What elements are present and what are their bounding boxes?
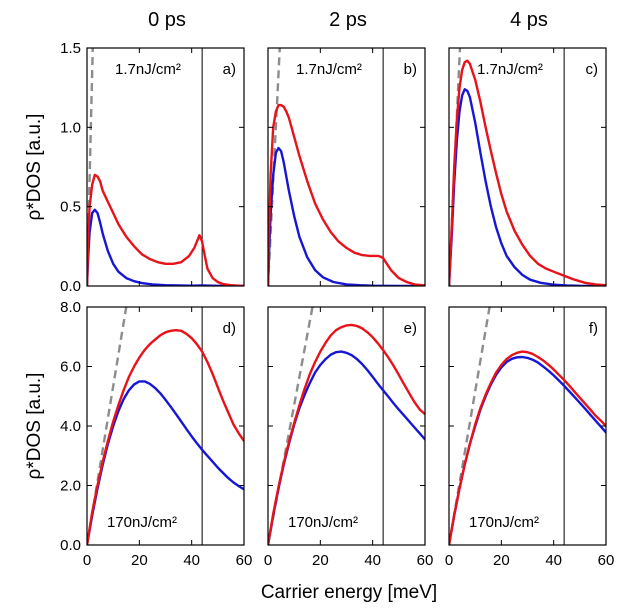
series-red-b (268, 103, 425, 286)
panel-label-b: b) (404, 61, 417, 78)
panel-d: 0 20 40 60 0.0 2.0 4.0 6.0 8.0 d) 170nJ/cm² (60, 299, 252, 569)
panel-label-c: c) (586, 61, 599, 78)
fluence-annotation-f: 170nJ/cm² (469, 514, 539, 531)
x-tick-label-e-40: 40 (364, 552, 381, 569)
column-title-2ps: 2 ps (329, 9, 367, 31)
series-red-e (268, 323, 425, 545)
series-blue-c (449, 88, 606, 286)
x-tick-label-e-60: 60 (417, 552, 434, 569)
frame-a (86, 47, 245, 287)
plot-area-f (449, 307, 606, 545)
x-tick-label-f-60: 60 (598, 552, 615, 569)
y-tick-label-a-1.5: 1.5 (60, 40, 81, 57)
x-axis-label: Carrier energy [meV] (261, 582, 437, 603)
plot-area-c (449, 48, 606, 286)
fluence-annotation-c: 1.7nJ/cm² (477, 61, 543, 78)
x-tick-label-e-20: 20 (312, 552, 329, 569)
y-tick-label-a-0.0: 0.0 (60, 278, 81, 295)
panel-e: 0 20 40 60 e) 170nJ/cm² (264, 306, 434, 569)
series-red-d (87, 329, 244, 545)
y-tick-label-a-1.0: 1.0 (60, 119, 81, 136)
y-tick-label-d-0.0: 0.0 (60, 537, 81, 554)
fluence-annotation-e: 170nJ/cm² (288, 514, 358, 531)
fluence-annotation-d: 170nJ/cm² (107, 514, 177, 531)
x-tick-label-e-0: 0 (264, 552, 272, 569)
panel-label-f: f) (589, 320, 598, 337)
series-red-c (449, 59, 606, 286)
column-title-0ps: 0 ps (148, 9, 186, 31)
x-tick-label-f-0: 0 (445, 552, 453, 569)
panel-f: 0 20 40 60 f) 170nJ/cm² (445, 306, 615, 569)
plot-area-e (268, 307, 425, 545)
panel-c: c) 1.7nJ/cm² (448, 47, 607, 287)
frame-b (267, 47, 426, 287)
panel-b: b) 1.7nJ/cm² (267, 47, 426, 287)
panel-a: 0.0 0.5 1.0 1.5 a) 1.7nJ/cm² (60, 40, 245, 295)
y-axis-label-bottom: ρ*DOS [a.u.] (24, 373, 45, 480)
fluence-annotation-a: 1.7nJ/cm² (115, 61, 181, 78)
y-tick-label-a-0.5: 0.5 (60, 199, 81, 216)
y-tick-label-d-8.0: 8.0 (60, 299, 81, 316)
x-tick-label-d-20: 20 (131, 552, 148, 569)
panel-label-d: d) (223, 320, 236, 337)
column-title-4ps: 4 ps (510, 9, 548, 31)
fluence-annotation-b: 1.7nJ/cm² (296, 61, 362, 78)
y-tick-label-d-6.0: 6.0 (60, 359, 81, 376)
panel-label-a: a) (223, 61, 236, 78)
panel-label-e: e) (404, 320, 417, 337)
x-tick-label-d-40: 40 (183, 552, 200, 569)
y-tick-label-d-2.0: 2.0 (60, 478, 81, 495)
y-axis-label-top: ρ*DOS [a.u.] (24, 114, 45, 221)
x-tick-label-d-0: 0 (83, 552, 91, 569)
series-red-a (87, 173, 244, 286)
frame-c (448, 47, 607, 287)
x-tick-label-f-20: 20 (493, 552, 510, 569)
series-red-f (449, 350, 606, 545)
x-tick-label-f-40: 40 (545, 552, 562, 569)
x-tick-label-d-60: 60 (236, 552, 253, 569)
y-tick-label-d-4.0: 4.0 (60, 418, 81, 435)
plot-area-d (87, 307, 244, 545)
